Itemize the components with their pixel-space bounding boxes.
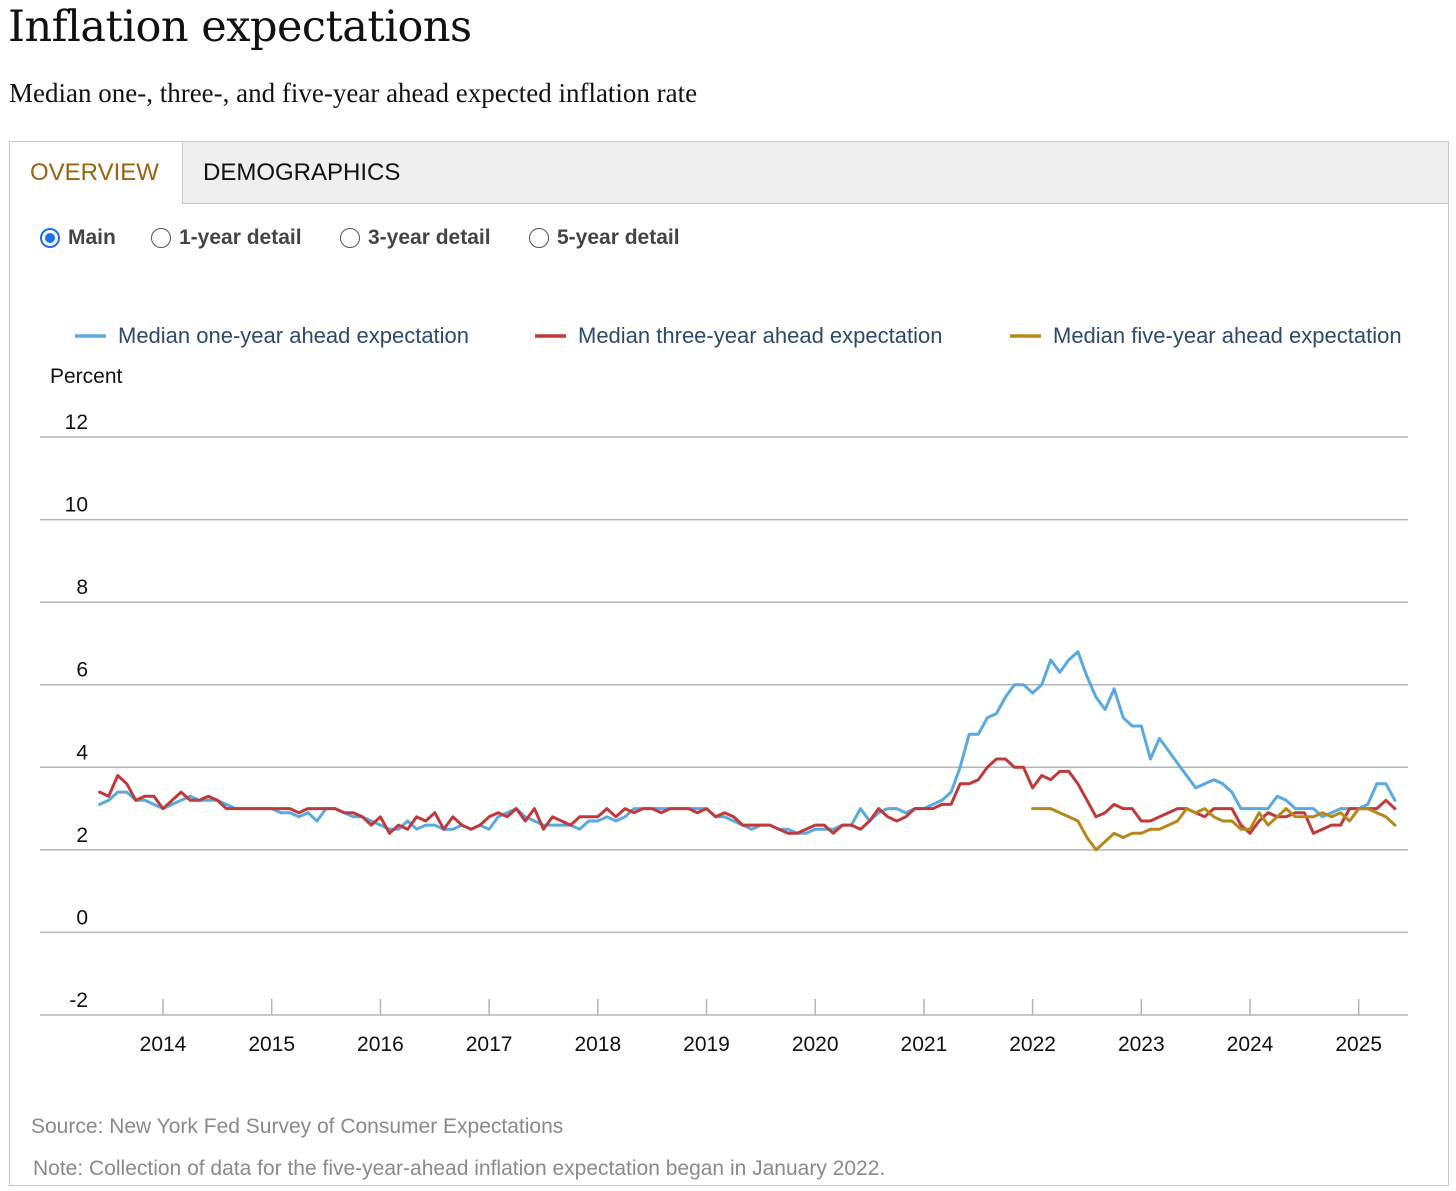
x-tick-label: 2023: [1118, 1033, 1165, 1056]
y-tick-label: 0: [76, 906, 88, 929]
x-tick-label: 2025: [1335, 1033, 1382, 1056]
radio-1-year-detail[interactable]: 1-year detail: [151, 226, 302, 250]
radio-5-year-label: 5-year detail: [557, 226, 680, 249]
radio-5-year-detail[interactable]: 5-year detail: [529, 226, 680, 250]
radio-main-label: Main: [68, 226, 116, 249]
x-tick-label: 2020: [792, 1033, 839, 1056]
chart-panel: OVERVIEW DEMOGRAPHICS Main 1-year detail…: [9, 141, 1449, 1186]
y-tick-label: 2: [76, 824, 88, 847]
y-tick-label: 12: [65, 411, 88, 434]
inflation-expectations-chart: -2 0 2 4 6 8 10 12 Percent 2014 2015 2016 2017 2018 20…: [40, 323, 1408, 1056]
tab-bar: OVERVIEW DEMOGRAPHICS: [10, 142, 1448, 204]
series-one-year-line: [98, 650, 1397, 835]
x-tick-label: 2019: [683, 1033, 730, 1056]
page-title: Inflation expectations: [8, 2, 472, 52]
y-tick-label: 6: [76, 659, 88, 682]
radio-1-year-indicator[interactable]: [151, 228, 171, 248]
y-axis-label: Percent: [50, 365, 123, 388]
page-subtitle: Median one-, three-, and five-year ahead…: [9, 78, 698, 108]
x-tick-label: 2017: [466, 1033, 513, 1056]
radio-3-year-indicator[interactable]: [340, 228, 360, 248]
radio-3-year-detail[interactable]: 3-year detail: [340, 226, 491, 250]
legend-label-3: Median five-year ahead expectation: [1053, 323, 1402, 348]
x-tick-label: 2022: [1009, 1033, 1056, 1056]
radio-5-year-indicator[interactable]: [529, 228, 549, 248]
y-tick-label: 10: [65, 494, 88, 517]
collection-note: Note: Collection of data for the five-ye…: [33, 1157, 886, 1180]
x-tick-label: 2018: [574, 1033, 621, 1056]
x-tick-label: 2014: [140, 1033, 187, 1056]
legend-label-1: Median one-year ahead expectation: [118, 323, 469, 348]
x-tick-label: 2024: [1227, 1033, 1274, 1056]
radio-1-year-label: 1-year detail: [179, 226, 302, 249]
series-five-year-line: [1031, 807, 1397, 852]
radio-main-indicator[interactable]: [40, 228, 60, 248]
tab-overview[interactable]: OVERVIEW: [10, 142, 183, 204]
x-tick-label: 2015: [248, 1033, 295, 1056]
y-tick-label: 8: [76, 576, 88, 599]
y-tick-label: -2: [69, 989, 88, 1012]
x-tick-label: 2016: [357, 1033, 404, 1056]
series-three-year-line: [98, 757, 1397, 835]
x-tick-label: 2021: [901, 1033, 948, 1056]
tab-demographics[interactable]: DEMOGRAPHICS: [203, 159, 401, 186]
source-note: Source: New York Fed Survey of Consumer …: [31, 1115, 564, 1138]
legend-label-2: Median three-year ahead expectation: [578, 323, 942, 348]
y-tick-label: 4: [76, 741, 88, 764]
radio-3-year-label: 3-year detail: [368, 226, 491, 249]
radio-main[interactable]: Main: [40, 226, 116, 250]
